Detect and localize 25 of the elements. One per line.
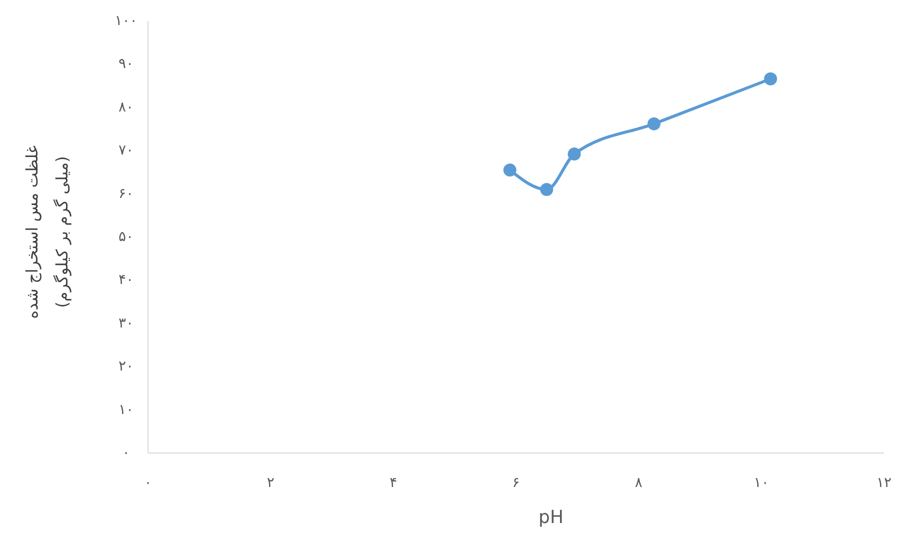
x-axis-title: pH (538, 507, 564, 528)
x-tick-label: ۸ (634, 475, 643, 491)
y-tick-label: ۱۰۰ (114, 13, 138, 29)
x-tick-label: ۲ (266, 475, 274, 491)
y-tick-label: ۹۰ (118, 56, 134, 72)
y-tick-label: ۳۰ (118, 315, 134, 332)
y-tick-label: ۷۰ (118, 142, 134, 159)
x-tick-label: ۶ (512, 475, 520, 491)
point (764, 72, 778, 86)
y-axis-title: غلظت مس استخراج شده (میلی گرم بر کیلوگرم) (22, 145, 72, 319)
point (568, 148, 581, 161)
y-tick-label: ۱۰ (118, 402, 134, 418)
y-tick-label: ۴۰ (118, 272, 134, 288)
y-tick-label: ۸۰ (118, 99, 134, 116)
y-tick-label: ۶۰ (118, 186, 134, 202)
point (540, 182, 554, 196)
x-tick-label: ۱۰ (754, 475, 769, 491)
y-tick-label: ۵۰ (118, 229, 134, 245)
x-tick-label: ۱۲ (876, 475, 892, 491)
y-tick-label: ۰ (122, 445, 130, 461)
x-tick-label: ۰ (144, 475, 152, 491)
x-tick-label: ۴ (390, 475, 398, 491)
y-tick-label: ۲۰ (118, 358, 134, 375)
point (503, 164, 516, 177)
point (648, 117, 660, 130)
